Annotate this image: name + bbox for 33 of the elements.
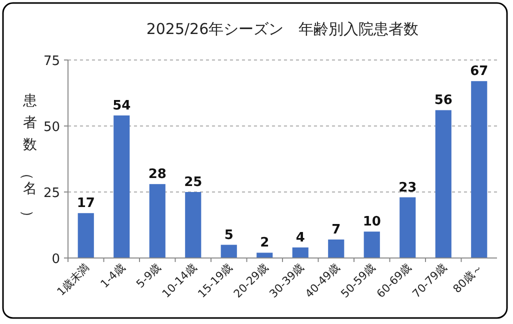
data-label: 4 (296, 230, 305, 246)
data-label: 28 (148, 167, 166, 182)
bar (435, 110, 452, 258)
bar (471, 81, 488, 258)
data-label: 54 (112, 98, 131, 114)
data-label: 10 (362, 214, 381, 230)
bar (364, 232, 380, 258)
x-tick-label: 5-9歳 (134, 260, 164, 291)
data-label: 7 (332, 222, 341, 238)
data-label: 25 (184, 175, 202, 190)
y-tick-label: 0 (52, 252, 60, 267)
y-tick-label: 50 (43, 120, 60, 135)
x-tick-label: 1-4歳 (98, 260, 128, 291)
y-tick-label: 25 (43, 186, 60, 201)
data-label: 2 (260, 236, 270, 251)
chart-title: 2025/26年シーズン 年齢別入院患者数 (146, 20, 419, 38)
bar (114, 115, 130, 258)
data-label: 17 (76, 196, 95, 212)
bar (328, 240, 344, 258)
y-axis-title: 患者数（名） (19, 93, 37, 224)
y-tick-label: 75 (43, 54, 60, 69)
bar (292, 247, 308, 258)
bar (185, 192, 202, 258)
bar (220, 244, 237, 258)
bar (400, 197, 416, 258)
bar (256, 252, 273, 258)
data-label: 56 (434, 93, 452, 108)
data-label: 5 (224, 228, 234, 243)
data-label: 23 (398, 180, 417, 196)
data-label: 67 (470, 64, 488, 80)
bar (149, 184, 166, 258)
bar (78, 213, 94, 258)
x-tick-label: 80歳～ (450, 260, 486, 296)
